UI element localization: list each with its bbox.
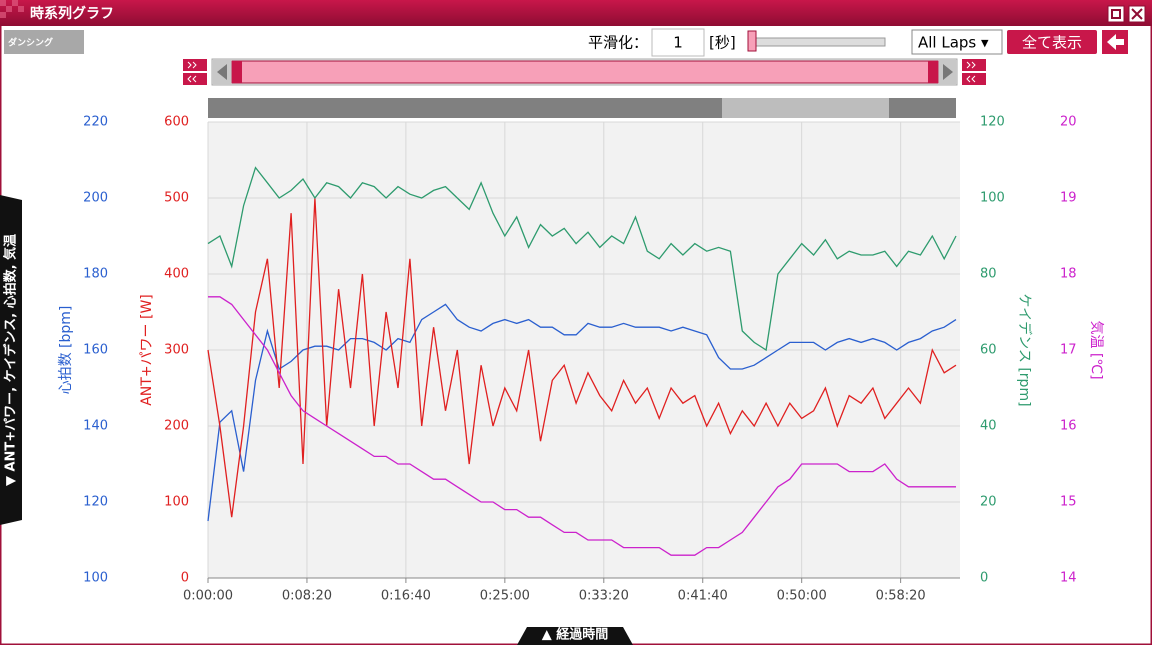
chart: 0:00:00 0:08:20 0:16:40 0:25:00 0:33:20 0:41:… — [58, 115, 1104, 604]
show-all-button[interactable] — [1007, 30, 1097, 54]
lap-segment[interactable] — [722, 98, 889, 118]
series-line — [208, 296, 956, 556]
y-tick-label: 300 — [164, 343, 189, 358]
range-handle-left[interactable] — [232, 61, 242, 83]
range-back-right[interactable] — [962, 73, 986, 85]
y-tick-label: 16 — [1060, 419, 1077, 434]
x-tick-label: 0:41:40 — [678, 589, 728, 604]
bottom-tab[interactable] — [517, 627, 633, 645]
window-title: 時系列グラフ — [30, 5, 114, 22]
y-tick-label: 140 — [83, 419, 108, 434]
smoothing-unit: [秒] — [709, 34, 736, 52]
smoothing-label: 平滑化： — [588, 34, 648, 52]
range-fwd-right[interactable] — [962, 59, 986, 71]
show-all-text: 全て表示 — [1022, 34, 1082, 52]
y-tick-label: 17 — [1060, 343, 1077, 358]
y-tick-label: 20 — [1060, 115, 1077, 130]
range-window[interactable] — [231, 60, 939, 84]
series-line — [207, 197, 957, 518]
y-tick-label: 120 — [83, 495, 108, 510]
y-tick-label: 200 — [164, 419, 189, 434]
side-tab[interactable] — [0, 195, 22, 525]
x-tick-label: 0:50:00 — [777, 589, 827, 604]
y-tick-label: 0 — [181, 571, 189, 586]
y-tick-label: 0 — [980, 571, 988, 586]
range-back-left[interactable] — [183, 73, 207, 85]
maximize-button[interactable] — [1107, 5, 1125, 23]
y-tick-label: 80 — [980, 267, 997, 282]
y-tick-label: 100 — [980, 191, 1005, 206]
lap-segment[interactable] — [208, 98, 722, 118]
y-tick-label: 120 — [980, 115, 1005, 130]
y-tick-label: 100 — [164, 495, 189, 510]
right-arrow-icon — [943, 64, 953, 80]
y-tick-label: 600 — [164, 115, 189, 130]
lap-select-text: All Laps ▾ — [918, 34, 989, 52]
smoothing-value: 1 — [673, 34, 683, 52]
x-tick-label: 0:58:20 — [876, 589, 926, 604]
range-bar — [183, 58, 986, 86]
close-icon — [1131, 8, 1143, 20]
maximize-icon — [1111, 9, 1121, 19]
range-handle-right[interactable] — [928, 61, 938, 83]
axis-title: ケイデンス [rpm] — [1016, 293, 1033, 406]
y-tick-label: 60 — [980, 343, 997, 358]
checker — [0, 0, 24, 18]
series-line — [207, 166, 957, 352]
x-tick-label: 0:25:00 — [480, 589, 530, 604]
axis-title: ANT+パワー [W] — [139, 294, 155, 406]
y-tick-label: 18 — [1060, 267, 1077, 282]
lap-select[interactable] — [911, 29, 1003, 55]
range-fwd-left[interactable] — [183, 59, 207, 71]
y-tick-label: 400 — [164, 267, 189, 282]
left-arrow-icon — [217, 64, 227, 80]
logo-box — [4, 30, 84, 54]
y-tick-label: 15 — [1060, 495, 1077, 510]
slider-thumb[interactable] — [747, 30, 757, 52]
y-tick-label: 160 — [83, 343, 108, 358]
chevrons — [187, 61, 976, 83]
lap-bar — [208, 98, 956, 118]
y-tick-label: 14 — [1060, 571, 1077, 586]
axis-title: 気温 [℃] — [1088, 320, 1104, 379]
y-tick-label: 100 — [83, 571, 108, 586]
y-tick-label: 40 — [980, 419, 997, 434]
y-tick-label: 180 — [83, 267, 108, 282]
bottom-tab-text: ▲ 経過時間 — [542, 627, 609, 643]
smoothing-slider[interactable] — [749, 37, 886, 47]
y-tick-label: 500 — [164, 191, 189, 206]
y-tick-label: 19 — [1060, 191, 1077, 206]
logo: ダンシング — [8, 37, 53, 49]
smoothing-input[interactable] — [651, 28, 705, 57]
x-tick-label: 0:00:00 — [183, 589, 233, 604]
back-icon — [1107, 34, 1124, 50]
side-tab-text: ▼ ANT+パワー, ケイデンス, 心拍数, 気温 — [3, 234, 19, 486]
axis-title: 心拍数 [bpm] — [58, 306, 74, 395]
title-bar — [0, 0, 1152, 26]
x-tick-label: 0:16:40 — [381, 589, 431, 604]
y-tick-label: 20 — [980, 495, 997, 510]
x-tick-label: 0:08:20 — [282, 589, 332, 604]
series-line — [207, 303, 957, 522]
x-tick-label: 0:33:20 — [579, 589, 629, 604]
lap-segment[interactable] — [889, 98, 956, 118]
y-tick-label: 220 — [83, 115, 108, 130]
y-tick-label: 200 — [83, 191, 108, 206]
